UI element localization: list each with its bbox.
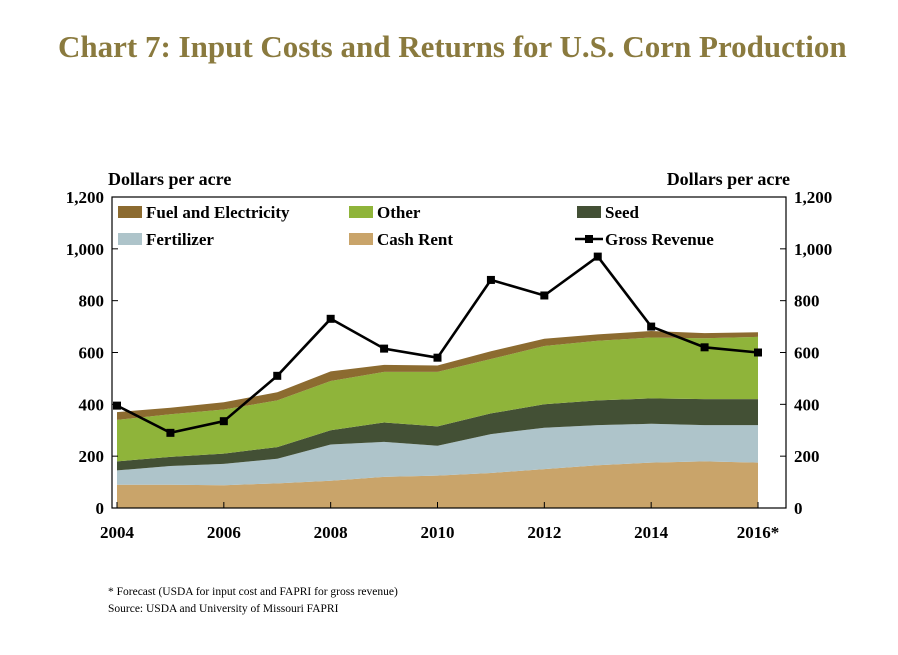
left-axis-label: Dollars per acre <box>108 169 232 189</box>
y-tick-label-right: 200 <box>794 447 820 466</box>
gross-revenue-point <box>540 291 549 300</box>
y-tick-label-right: 800 <box>794 292 820 311</box>
area-cash-rent <box>117 461 758 508</box>
x-tick-label: 2016* <box>737 523 780 542</box>
legend-cash-rent-label: Cash Rent <box>377 230 453 249</box>
gross-revenue-point <box>647 322 656 331</box>
legend-seed-label: Seed <box>605 203 640 222</box>
legend-other-label: Other <box>377 203 421 222</box>
legend-fuel-and-electricity-swatch <box>118 206 142 218</box>
y-tick-label-left: 400 <box>79 395 105 414</box>
gross-revenue-point <box>486 275 495 284</box>
y-tick-label-left: 600 <box>79 344 105 363</box>
legend-fertilizer-swatch <box>118 233 142 245</box>
gross-revenue-point <box>273 371 282 380</box>
x-tick-label: 2006 <box>207 523 241 542</box>
y-tick-label-left: 800 <box>79 292 105 311</box>
gross-revenue-point <box>593 252 602 261</box>
legend-gross-revenue-label: Gross Revenue <box>605 230 714 249</box>
y-tick-label-right: 1,000 <box>794 240 832 259</box>
y-tick-label-right: 400 <box>794 395 820 414</box>
y-tick-label-right: 1,200 <box>794 188 832 207</box>
chart-title: Chart 7: Input Costs and Returns for U.S… <box>58 29 847 64</box>
footnote-forecast: * Forecast (USDA for input cost and FAPR… <box>108 586 398 598</box>
y-tick-label-left: 1,200 <box>66 188 104 207</box>
gross-revenue-point <box>700 343 709 352</box>
legend-gross-revenue-marker <box>585 235 593 243</box>
y-tick-label-right: 0 <box>794 499 803 518</box>
gross-revenue-point <box>433 353 442 362</box>
area-seed <box>117 398 758 471</box>
y-tick-label-right: 600 <box>794 344 820 363</box>
y-tick-label-left: 0 <box>96 499 105 518</box>
area-fuel-and-electricity <box>117 331 758 420</box>
legend-fertilizer-label: Fertilizer <box>146 230 214 249</box>
x-tick-label: 2004 <box>100 523 135 542</box>
legend-seed-swatch <box>577 206 601 218</box>
legend-cash-rent-swatch <box>349 233 373 245</box>
gross-revenue-point <box>113 401 121 410</box>
gross-revenue-point <box>326 314 335 323</box>
right-axis-label: Dollars per acre <box>666 169 790 189</box>
gross-revenue-point <box>166 428 175 437</box>
gross-revenue-point <box>380 344 389 353</box>
y-tick-label-left: 200 <box>79 447 105 466</box>
y-tick-label-left: 1,000 <box>66 240 104 259</box>
area-fertilizer <box>117 423 758 486</box>
x-tick-label: 2008 <box>314 523 348 542</box>
area-other <box>117 336 758 462</box>
x-tick-label: 2012 <box>527 523 561 542</box>
legend-fuel-and-electricity-label: Fuel and Electricity <box>146 203 290 222</box>
gross-revenue-point <box>219 417 228 426</box>
x-tick-label: 2010 <box>421 523 455 542</box>
legend-other-swatch <box>349 206 373 218</box>
gross-revenue-point <box>754 348 762 357</box>
footnote-source: Source: USDA and University of Missouri … <box>108 603 339 615</box>
x-tick-label: 2014 <box>634 523 669 542</box>
